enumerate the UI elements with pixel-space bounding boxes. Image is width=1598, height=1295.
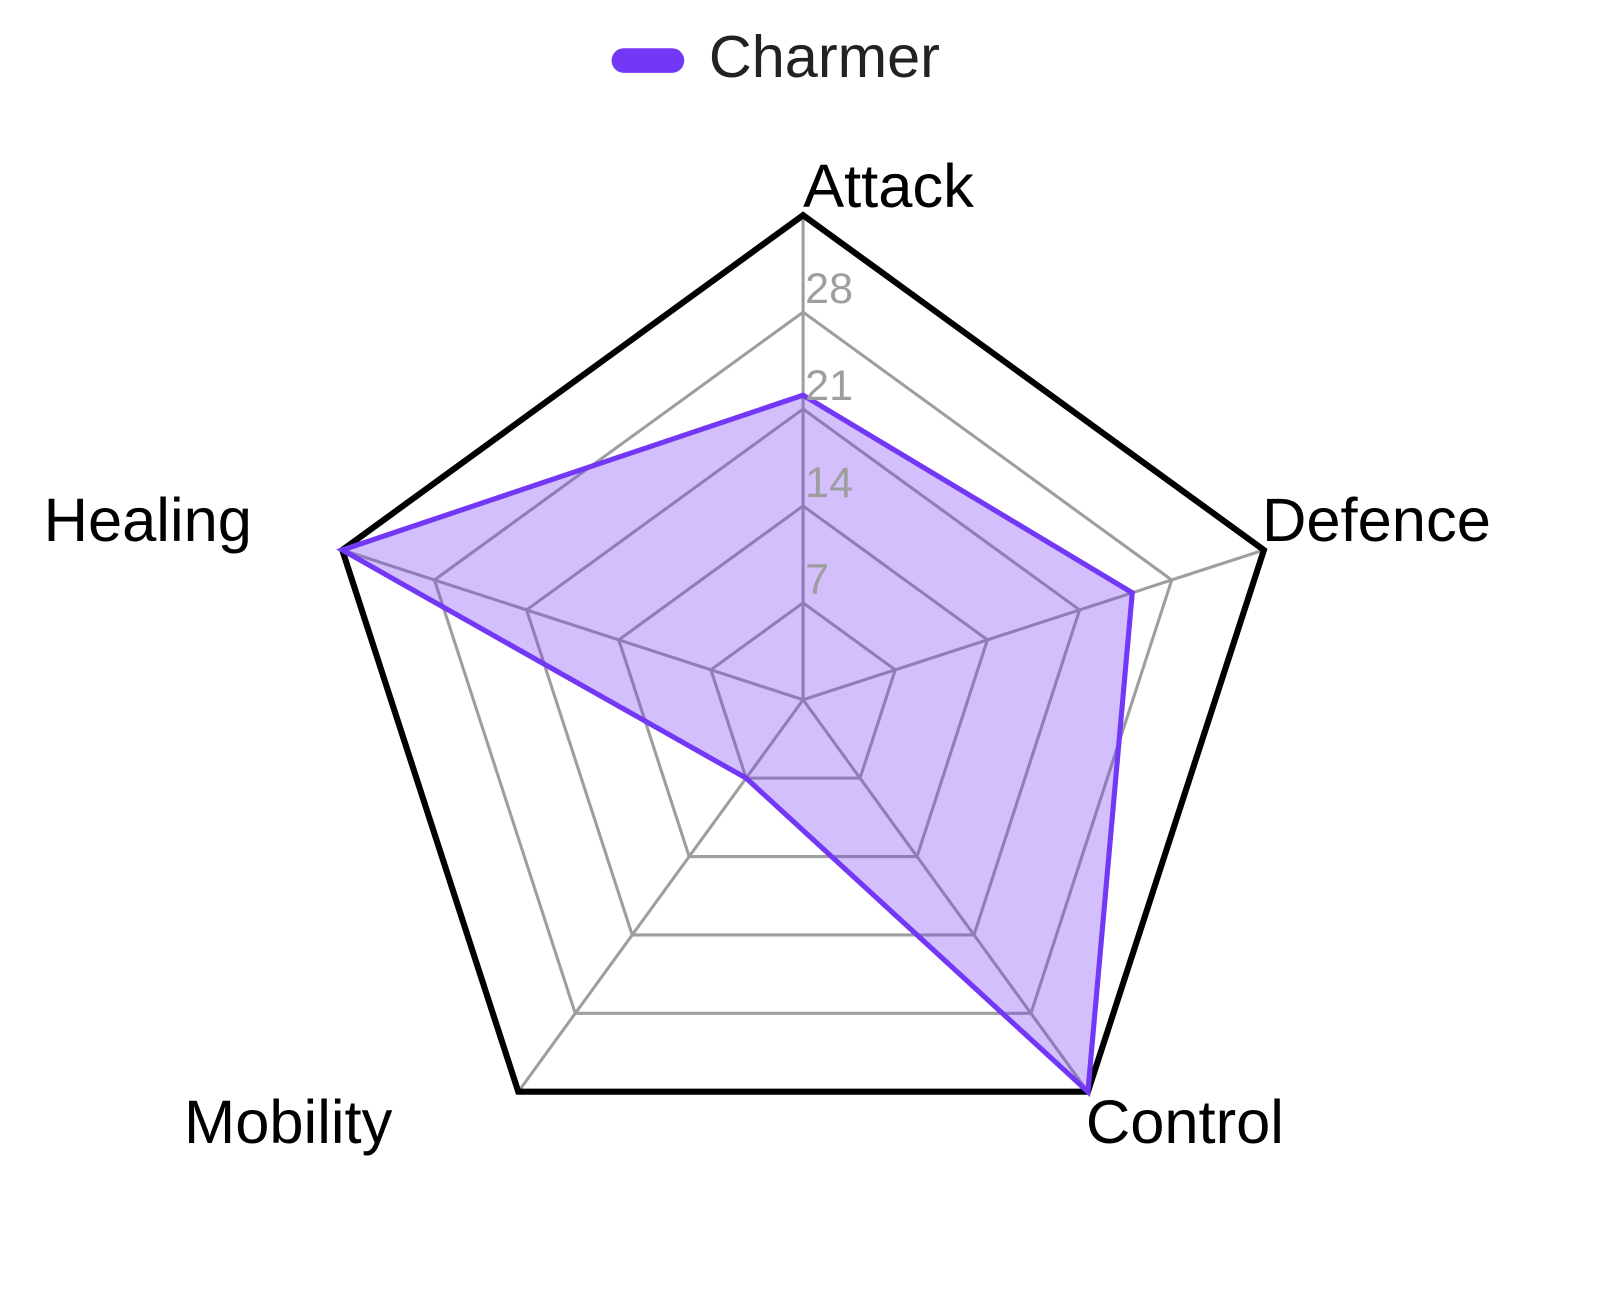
grid-ring — [432, 310, 1174, 1015]
legend-swatch — [611, 48, 685, 73]
axis-label: Defence — [1262, 486, 1491, 555]
outer-ring — [338, 211, 1268, 1095]
tick-label: 28 — [805, 265, 853, 313]
axis-label: Control — [1086, 1088, 1284, 1157]
axis-label: Mobility — [184, 1088, 393, 1157]
tick-label: 7 — [805, 556, 829, 604]
series-area — [336, 392, 1135, 1098]
tick-label: 21 — [805, 362, 853, 410]
grid-ring — [709, 600, 898, 780]
axis-label: Healing — [44, 486, 252, 555]
spoke — [802, 548, 1265, 702]
spoke — [517, 698, 805, 1093]
axis-label: Attack — [803, 152, 974, 221]
spoke — [801, 698, 1090, 1093]
grid-ring — [616, 504, 990, 859]
legend-label: Charmer — [709, 23, 940, 90]
spoke — [341, 548, 804, 702]
tick-label: 14 — [805, 459, 853, 507]
grid-ring — [524, 407, 1082, 937]
